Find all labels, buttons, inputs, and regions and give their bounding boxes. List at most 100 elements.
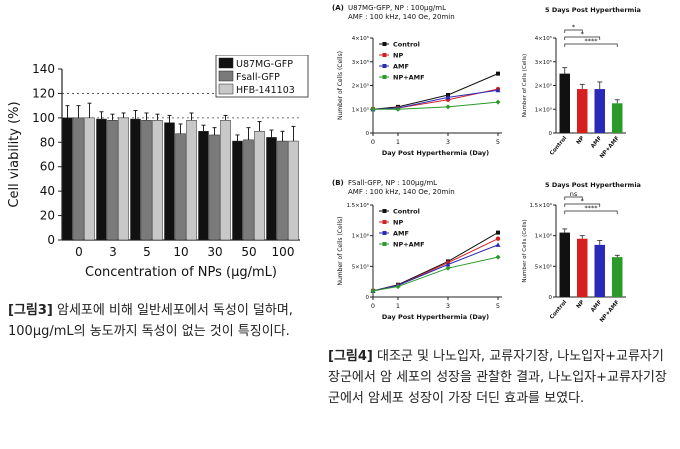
data-point	[495, 87, 501, 93]
bar	[559, 232, 570, 297]
series-line	[372, 244, 499, 292]
bar	[130, 118, 141, 241]
y-tick-label: 0	[549, 295, 553, 301]
x-tick-label: 0	[371, 302, 375, 310]
figure4a-day5-bar-chart: 5 Days Post Hyperthermia 0 1×10⁵ 2×10⁵ 3×10⁵…	[522, 6, 641, 160]
bar	[141, 120, 152, 241]
legend-label: Fsall-GFP	[236, 72, 280, 83]
x-tick-label: 3	[446, 302, 450, 310]
y-tick-label: 0	[549, 131, 553, 137]
chart-subtitle: AMF : 100 kHz, 140 Oe, 20min	[348, 13, 455, 21]
bar	[152, 120, 163, 241]
legend-marker	[382, 209, 387, 213]
legend-marker	[382, 231, 387, 235]
y-tick-label: 4×10⁵	[352, 35, 369, 42]
panel-label: (B)	[332, 179, 344, 187]
x-tick-label: Control	[549, 299, 568, 320]
x-axis-title: Day Post Hyperthermia (Day)	[382, 313, 489, 321]
y-tick-label: 2×10⁵	[352, 83, 369, 90]
bar	[84, 117, 95, 241]
data-point	[495, 99, 501, 105]
y-tick-label: 1×10⁵	[352, 106, 369, 113]
y-tick-label: 5×10⁵	[352, 263, 369, 270]
x-tick-label: 0	[75, 245, 83, 259]
bar	[577, 89, 588, 133]
legend-swatch	[218, 70, 234, 82]
legend-label: Control	[393, 208, 420, 216]
data-point	[370, 106, 376, 112]
figure4-caption-tag: [그림4]	[328, 349, 373, 364]
x-tick-label: NP	[576, 299, 586, 309]
significance-bracket	[564, 36, 601, 40]
series-line	[372, 238, 499, 292]
x-tick-label: 100	[272, 245, 295, 259]
legend-marker	[382, 53, 387, 57]
x-tick-label: 5	[496, 302, 500, 310]
bar	[594, 89, 605, 133]
legend-label: HFB-141103	[236, 85, 295, 96]
x-tick-label: 10	[173, 245, 188, 259]
y-tick-label: 0	[366, 131, 370, 137]
y-tick-label: 2×10⁵	[535, 83, 552, 90]
series-line	[373, 101, 499, 110]
series-line	[372, 89, 499, 110]
y-tick-label: 100	[32, 111, 55, 125]
significance-bracket	[564, 43, 618, 47]
legend-marker	[382, 42, 387, 46]
x-axis-title: Day Post Hyperthermia (Day)	[382, 149, 489, 157]
bar	[62, 117, 73, 241]
figure3-caption-text: 암세포에 비해 일반세포에서 독성이 덜하며, 100μg/mL의 농도까지 독…	[8, 303, 293, 339]
data-point	[445, 261, 451, 267]
x-tick-label: 3	[446, 138, 450, 146]
legend-label: U87MG-GFP	[236, 59, 293, 70]
x-tick-label: 5	[496, 138, 500, 146]
y-axis-title: Number of Cells (Cells)	[337, 51, 344, 120]
legend-label: NP	[393, 52, 403, 60]
y-tick-label: 140	[32, 62, 55, 76]
y-tick-label: 60	[40, 160, 55, 174]
bar	[175, 133, 186, 241]
bar	[96, 118, 107, 241]
y-tick-label: 0	[366, 295, 370, 301]
y-tick-label: 120	[32, 86, 55, 100]
significance-label: ****	[585, 204, 599, 212]
x-tick-label: 3	[109, 245, 117, 259]
legend-label: NP	[393, 219, 403, 227]
bar	[209, 134, 220, 241]
series-line	[372, 88, 499, 110]
legend-marker	[382, 220, 387, 224]
chart-subtitle: AMF : 100 kHz, 140 Oe, 20min	[348, 188, 455, 196]
legend-marker	[382, 64, 387, 68]
legend-label: Control	[393, 41, 420, 49]
bar	[594, 244, 605, 297]
data-point	[495, 254, 501, 260]
series-line	[372, 73, 499, 110]
legend-label: NP+AMF	[393, 241, 425, 249]
bar	[164, 122, 175, 241]
y-tick-label: 20	[40, 209, 55, 223]
bar	[186, 120, 197, 241]
y-tick-label: 1×10⁶	[352, 233, 370, 240]
y-axis-title: Number of Cells (Cells)	[522, 54, 528, 117]
figure3-caption-tag: [그림3]	[8, 303, 53, 318]
legend-swatch	[218, 57, 234, 69]
x-tick-label: 5	[143, 245, 151, 259]
figure4-caption: [그림4] 대조군 및 나노입자, 교류자기장, 나노입자+교류자기장군에서 암…	[328, 346, 668, 409]
chart-title: 5 Days Post Hyperthermia	[545, 181, 641, 189]
bar	[612, 257, 623, 297]
x-tick-label: 1	[396, 138, 400, 146]
bar	[107, 120, 118, 241]
figure4b-day5-bar-chart: 5 Days Post Hyperthermia 0 5×10⁵ 1×10⁶ 1.5×1…	[522, 181, 641, 324]
figure3-caption: [그림3] 암세포에 비해 일반세포에서 독성이 덜하며, 100μg/mL의 …	[8, 300, 320, 342]
y-axis-title: Cell viability (%)	[7, 101, 22, 207]
bar	[559, 73, 570, 133]
x-tick-label: 1	[396, 302, 400, 310]
panel-label: (A)	[332, 4, 344, 12]
y-tick-label: 40	[40, 184, 55, 198]
bar	[612, 103, 623, 133]
data-point	[495, 236, 501, 241]
x-tick-label: AMF	[590, 135, 603, 149]
bar	[232, 140, 243, 241]
x-tick-label: 50	[241, 245, 256, 259]
